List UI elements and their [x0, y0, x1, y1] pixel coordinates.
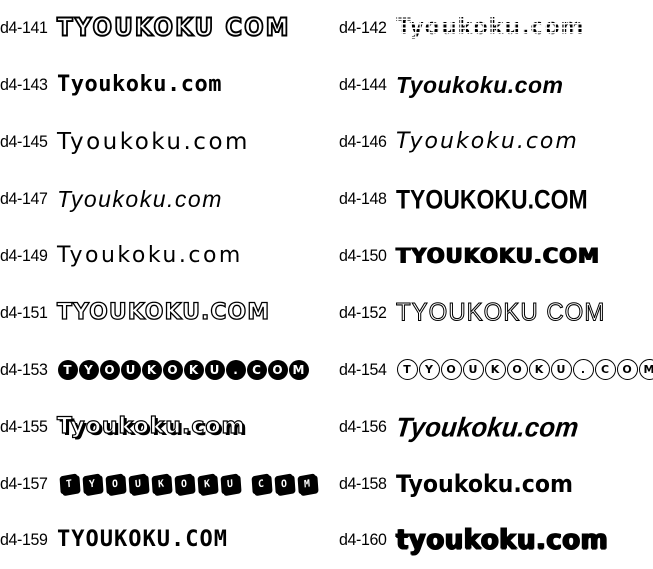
specimen-row-d4-141: d4-141 TYOUKOKU COM: [0, 0, 326, 57]
specimen-sample-text: Tyoukoku.com: [394, 410, 581, 443]
specimen-row-d4-155: d4-155 Tyoukoku.com: [0, 398, 326, 455]
specimen-row-d4-156: d4-156 Tyoukoku.com: [326, 398, 653, 455]
specimen-code: d4-143: [0, 75, 48, 95]
specimen-row-d4-150: d4-150 TYOUKOKU.COM: [326, 228, 653, 285]
specimen-row-d4-142: d4-142 Tyoukoku.com: [326, 0, 653, 57]
specimen-code: d4-149: [0, 246, 48, 265]
specimen-row-d4-149: d4-149 Tyoukoku.com: [0, 228, 326, 285]
specimen-sample-text: tyoukoku.com: [396, 524, 609, 557]
specimen-row-d4-151: d4-151 TYOUKOKU.COM: [0, 284, 326, 341]
specimen-sample-text: Tyoukoku.com: [57, 185, 223, 212]
specimen-code: d4-160: [339, 530, 387, 550]
specimen-code: d4-152: [339, 302, 387, 322]
specimen-code: d4-157: [0, 473, 48, 493]
specimen-row-d4-158: d4-158 Tyoukoku.com: [326, 455, 653, 512]
specimen-code: d4-156: [339, 416, 387, 436]
specimen-code: d4-154: [339, 359, 387, 379]
specimen-sample-text: TYOUKOKU.COM: [396, 243, 600, 268]
specimen-code: d4-147: [0, 189, 48, 209]
specimen-code: d4-159: [0, 530, 48, 550]
specimen-sample-text: Tyoukoku.com: [57, 243, 243, 268]
specimen-code: d4-146: [339, 132, 387, 152]
specimen-sample-text: Tyoukoku.com: [57, 128, 250, 155]
specimen-row-d4-152: d4-152 TYOUKOKU COM: [326, 284, 653, 341]
specimen-row-d4-148: d4-148 TYOUKOKU.COM: [326, 171, 653, 228]
specimen-row-d4-146: d4-146 Tyoukoku.com: [326, 114, 653, 171]
specimen-code: d4-151: [0, 302, 48, 322]
specimen-row-d4-144: d4-144 Tyoukoku.com: [326, 57, 653, 114]
specimen-code: d4-153: [0, 359, 48, 379]
specimen-sample-text: TYOUKOKU.COM: [56, 299, 271, 325]
specimen-sample-text: TYOUKOKU.COM: [57, 527, 228, 553]
specimen-sample-text: Tyoukoku.com: [396, 469, 574, 498]
specimen-code: d4-142: [339, 18, 387, 38]
specimen-sample-text: Tyoukoku.com: [56, 413, 246, 439]
specimen-sample-text: Tyoukoku.com: [393, 15, 587, 42]
specimen-code: d4-144: [339, 75, 387, 95]
specimen-row-d4-160: d4-160 tyoukoku.com: [326, 512, 653, 569]
specimen-sample-text: Tyoukoku.com: [396, 129, 579, 155]
specimen-row-d4-143: d4-143 Tyoukoku.com: [0, 57, 326, 114]
specimen-sample-text: TYOUKOKU COM: [56, 13, 291, 42]
specimen-sample-text: Tyoukoku.com: [396, 71, 564, 98]
specimen-row-d4-145: d4-145 Tyoukoku.com: [0, 114, 326, 171]
specimen-code: d4-150: [339, 246, 387, 265]
specimen-code: d4-148: [339, 189, 387, 209]
specimen-row-d4-159: d4-159 TYOUKOKU.COM: [0, 512, 326, 569]
specimen-sample-text: TYOUKOKU.COM: [396, 183, 588, 214]
specimen-code: d4-158: [339, 473, 387, 493]
specimen-code: d4-155: [0, 416, 48, 436]
specimen-sample-text: Tyoukoku.com: [57, 72, 222, 98]
specimen-code: d4-141: [0, 18, 48, 38]
specimen-sample-text: TYOUKOKU COM: [395, 298, 606, 327]
specimen-code: d4-145: [0, 132, 48, 152]
specimen-row-d4-147: d4-147 Tyoukoku.com: [0, 171, 326, 228]
